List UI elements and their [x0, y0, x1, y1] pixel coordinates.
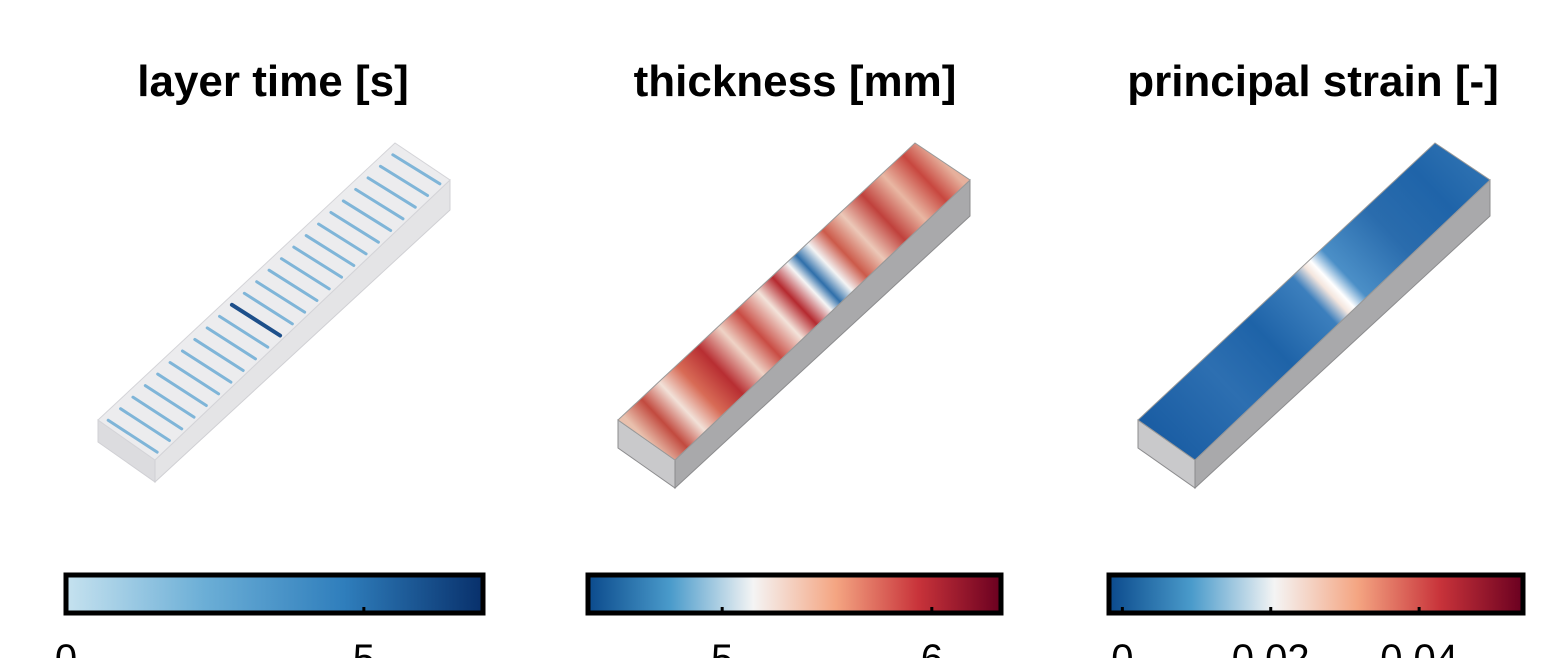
specimen-top [1138, 143, 1490, 460]
specimen-top [98, 143, 450, 460]
tick-label: 0.04 [1380, 637, 1458, 658]
panel-title: thickness [mm] [634, 57, 957, 106]
tick-label: 5 [711, 637, 733, 658]
specimen-top [618, 143, 970, 460]
tick-label: 6 [921, 637, 943, 658]
specimen [618, 143, 970, 488]
tick-label: 0 [55, 637, 77, 658]
colorbar [588, 575, 1001, 613]
panel-title: layer time [s] [137, 57, 408, 106]
tick-label: 5 [353, 637, 375, 658]
specimen [98, 143, 450, 482]
tick-label: 0 [1111, 637, 1133, 658]
figure: layer time [s] 0 5 thickness [mm] 5 6 principa… [0, 0, 1560, 658]
panel-title: principal strain [-] [1127, 57, 1499, 106]
colorbar [66, 575, 483, 613]
specimen [1138, 143, 1490, 488]
tick-label: 0.02 [1232, 637, 1310, 658]
colorbar [1109, 575, 1523, 613]
